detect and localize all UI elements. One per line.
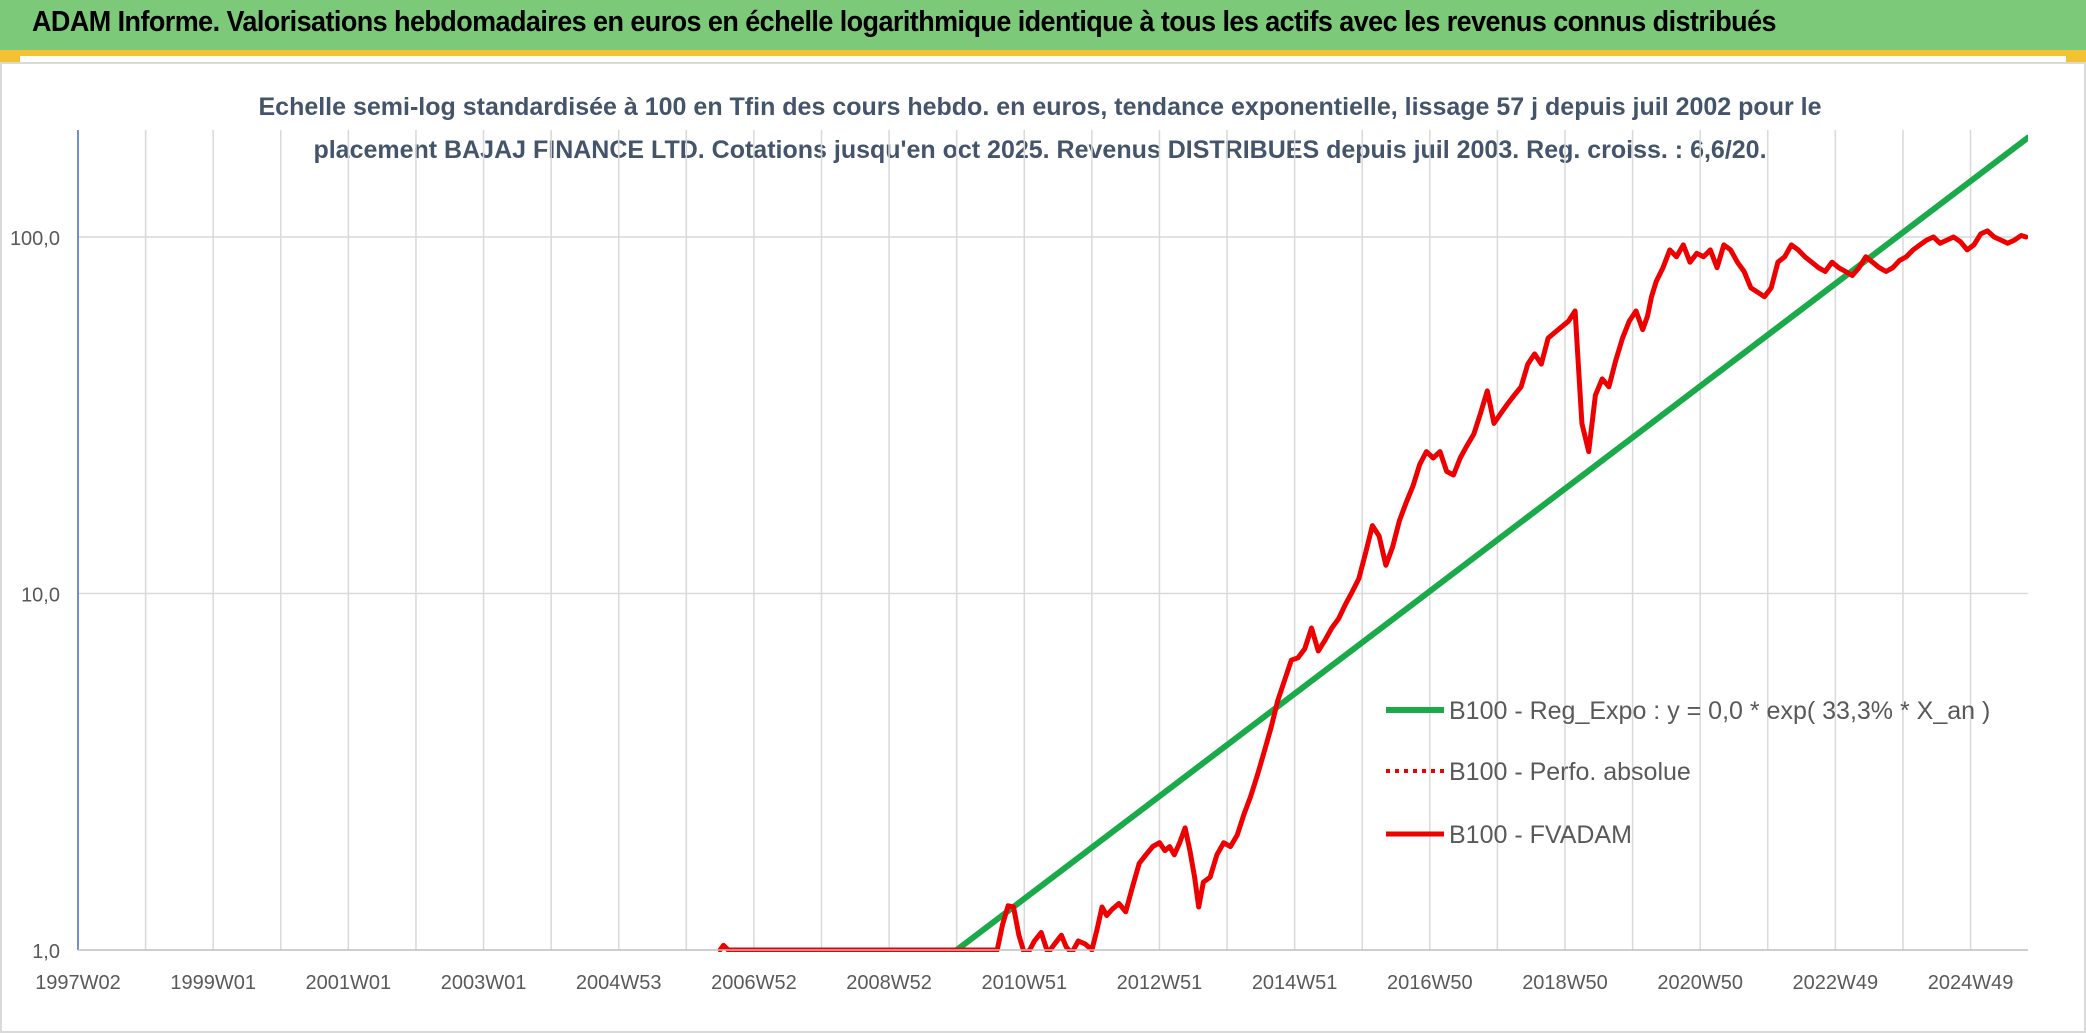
legend-label: B100 - Reg_Expo : y = 0,0 * exp( 33,3% *… bbox=[1449, 697, 1990, 725]
y-tick-label: 100,0 bbox=[10, 228, 60, 250]
grid bbox=[77, 130, 2028, 950]
axes: 1,0 10,0 100,0 1997W02 1999W01 2001W01 2003W01… bbox=[10, 130, 2028, 994]
chart-frame bbox=[0, 62, 2086, 1033]
x-tick-label: 2020W50 bbox=[1657, 972, 1743, 994]
series-group bbox=[717, 134, 2028, 952]
x-tick-label: 2006W52 bbox=[711, 972, 797, 994]
x-tick-label: 2014W51 bbox=[1252, 972, 1338, 994]
corner-accent-left bbox=[0, 50, 20, 62]
y-tick-label: 1,0 bbox=[32, 941, 60, 963]
chart-title-line2: placement BAJAJ FINANCE LTD. Cotations j… bbox=[313, 136, 1766, 164]
x-tick-label: 2010W51 bbox=[981, 972, 1067, 994]
corner-accent-right bbox=[2066, 50, 2086, 62]
legend-label: B100 - Perfo. absolue bbox=[1449, 758, 1691, 786]
x-tick-label: 1999W01 bbox=[170, 972, 256, 994]
x-tick-label: 2001W01 bbox=[306, 972, 392, 994]
x-tick-label: 2018W50 bbox=[1522, 972, 1608, 994]
x-tick-label: 2024W49 bbox=[1928, 972, 2014, 994]
series-line-fvadam bbox=[717, 228, 2028, 952]
report-banner: ADAM Informe. Valorisations hebdomadaire… bbox=[0, 0, 2086, 56]
legend: B100 - Reg_Expo : y = 0,0 * exp( 33,3% *… bbox=[1386, 697, 1990, 849]
x-tick-label: 2012W51 bbox=[1117, 972, 1203, 994]
x-tick-label: 2004W53 bbox=[576, 972, 662, 994]
y-tick-label: 10,0 bbox=[21, 585, 60, 607]
chart-title-line1: Echelle semi-log standardisée à 100 en T… bbox=[258, 93, 1821, 121]
legend-label: B100 - FVADAM bbox=[1449, 821, 1632, 849]
x-tick-label: 2003W01 bbox=[441, 972, 527, 994]
x-tick-label: 2016W50 bbox=[1387, 972, 1473, 994]
x-tick-label: 2022W49 bbox=[1793, 972, 1879, 994]
x-tick-label: 2008W52 bbox=[846, 972, 932, 994]
x-tick-label: 1997W02 bbox=[35, 972, 121, 994]
report-title: ADAM Informe. Valorisations hebdomadaire… bbox=[32, 6, 1777, 38]
